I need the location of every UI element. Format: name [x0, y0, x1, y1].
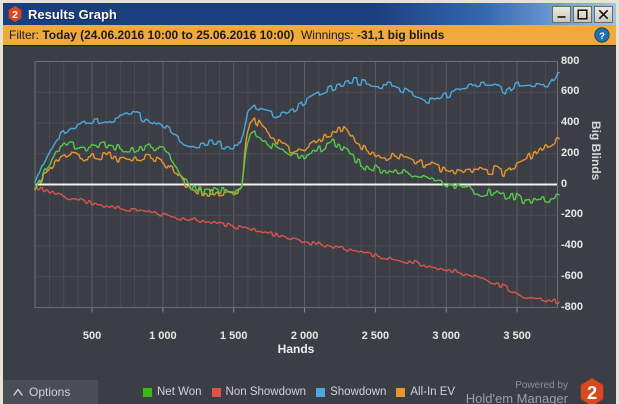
svg-text:2: 2: [12, 10, 18, 21]
svg-text:2: 2: [587, 383, 597, 403]
svg-text:?: ?: [599, 31, 605, 42]
